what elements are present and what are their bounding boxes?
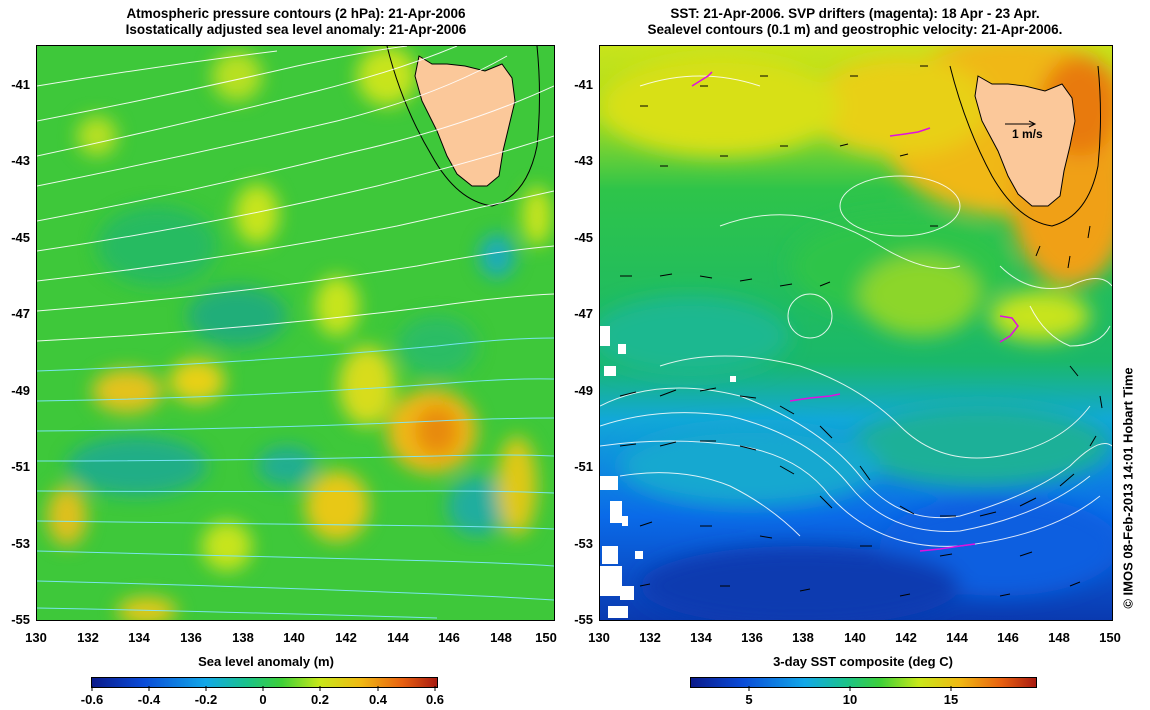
right-ytick: -49	[574, 383, 593, 398]
left-colorbar-label: 0.4	[368, 692, 388, 707]
right-title-line1: SST: 21-Apr-2006. SVP drifters (magenta)…	[670, 6, 1040, 21]
right-xtick: 138	[792, 630, 814, 645]
left-xtick: 138	[232, 630, 254, 645]
sea-level-colorbar	[91, 677, 438, 688]
left-ytick: -41	[11, 77, 30, 92]
left-colorbar-label: -0.6	[80, 692, 104, 707]
sea-level-anomaly-field	[37, 46, 554, 620]
right-colorbar-label: 15	[943, 692, 959, 707]
left-ytick: -51	[11, 459, 30, 474]
sea-level-anomaly-map	[36, 45, 555, 621]
left-title-line1: Atmospheric pressure contours (2 hPa): 2…	[126, 6, 466, 21]
right-colorbar-label: 5	[745, 692, 753, 707]
velocity-scale-arrow	[1005, 120, 1037, 128]
left-ytick: -43	[11, 153, 30, 168]
right-xtick: 136	[741, 630, 763, 645]
right-ytick: -43	[574, 153, 593, 168]
right-colorbar-title: 3-day SST composite (deg C)	[773, 654, 953, 669]
sst-colorbar	[690, 677, 1037, 688]
left-title-line2: Isostatically adjusted sea level anomaly…	[125, 22, 467, 37]
right-ytick: -51	[574, 459, 593, 474]
right-ytick: -53	[574, 536, 593, 551]
left-xtick: 132	[77, 630, 99, 645]
right-xtick: 142	[895, 630, 917, 645]
right-ytick: -55	[574, 612, 593, 627]
left-xtick: 144	[387, 630, 409, 645]
right-xtick: 150	[1099, 630, 1121, 645]
left-ytick: -49	[11, 383, 30, 398]
right-ytick: -45	[574, 230, 593, 245]
right-xtick: 144	[946, 630, 968, 645]
right-title-line2: Sealevel contours (0.1 m) and geostrophi…	[647, 22, 1063, 37]
sst-map: 1 m/s	[599, 45, 1113, 621]
imos-credit: © IMOS 08-Feb-2013 14:01 Hobart Time	[1120, 367, 1136, 609]
left-xtick: 134	[128, 630, 150, 645]
left-ytick: -47	[11, 306, 30, 321]
left-ytick: -53	[11, 536, 30, 551]
left-colorbar-label: -0.4	[137, 692, 161, 707]
sst-field: 1 m/s	[600, 46, 1112, 620]
right-xtick: 146	[997, 630, 1019, 645]
left-xtick: 146	[438, 630, 460, 645]
left-xtick: 140	[283, 630, 305, 645]
left-colorbar-label: 0.2	[310, 692, 330, 707]
left-colorbar-label: 0.6	[425, 692, 445, 707]
left-xtick: 150	[535, 630, 557, 645]
left-colorbar-label: -0.2	[194, 692, 218, 707]
left-xtick: 148	[490, 630, 512, 645]
right-colorbar-label: 10	[842, 692, 858, 707]
right-ytick: -41	[574, 77, 593, 92]
left-colorbar-title: Sea level anomaly (m)	[198, 654, 334, 669]
left-xtick: 136	[180, 630, 202, 645]
right-ytick: -47	[574, 306, 593, 321]
right-xtick: 134	[690, 630, 712, 645]
left-colorbar-label: 0	[259, 692, 267, 707]
right-xtick: 140	[844, 630, 866, 645]
velocity-scale-label: 1 m/s	[1012, 127, 1043, 141]
right-xtick: 130	[588, 630, 610, 645]
left-ytick: -45	[11, 230, 30, 245]
left-xtick: 142	[335, 630, 357, 645]
left-ytick: -55	[11, 612, 30, 627]
right-xtick: 148	[1048, 630, 1070, 645]
left-xtick: 130	[25, 630, 47, 645]
right-xtick: 132	[639, 630, 661, 645]
